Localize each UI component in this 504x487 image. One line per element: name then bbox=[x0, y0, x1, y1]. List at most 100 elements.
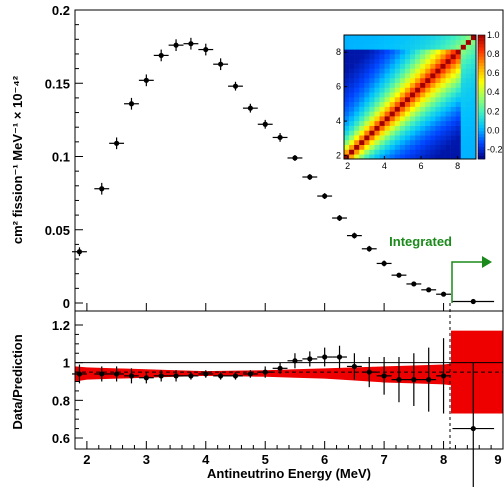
inset-cell bbox=[394, 35, 401, 41]
top-marker bbox=[99, 186, 105, 192]
inset-cell bbox=[369, 125, 375, 131]
inset-cell bbox=[369, 106, 375, 112]
ratio-marker bbox=[396, 377, 402, 383]
ratio-marker bbox=[277, 365, 283, 371]
inset-cell bbox=[349, 87, 355, 93]
inset-cell bbox=[470, 101, 477, 107]
inset-cell bbox=[445, 44, 451, 50]
colorbar-segment bbox=[478, 50, 485, 54]
inset-cell bbox=[359, 130, 365, 136]
inset-cell bbox=[349, 97, 355, 103]
inset-cell bbox=[394, 149, 401, 155]
inset-cell bbox=[369, 87, 375, 93]
inset-cell bbox=[349, 77, 355, 83]
inset-cell bbox=[415, 87, 421, 93]
inset-cell bbox=[389, 111, 396, 117]
inset-cell bbox=[420, 139, 426, 145]
inset-cell bbox=[394, 82, 401, 88]
inset-cell bbox=[425, 130, 431, 136]
inset-cell bbox=[420, 111, 426, 117]
inset-cell bbox=[384, 82, 390, 88]
inset-cell bbox=[460, 97, 467, 103]
inset-cell bbox=[435, 101, 441, 107]
inset-cell bbox=[445, 106, 451, 112]
inset-cell bbox=[384, 58, 390, 64]
top-marker bbox=[277, 134, 283, 141]
inset-cell bbox=[410, 35, 416, 41]
inset-cell bbox=[344, 149, 350, 155]
inset-cell bbox=[369, 144, 375, 150]
top-point bbox=[72, 247, 87, 257]
inset-cell bbox=[425, 139, 431, 145]
inset-cell bbox=[425, 82, 431, 88]
inset-cell bbox=[450, 149, 456, 155]
inset-cell bbox=[344, 130, 350, 136]
inset-cell bbox=[379, 97, 385, 103]
inset-cell bbox=[470, 73, 477, 79]
inset-cell bbox=[415, 111, 421, 117]
inset-cell bbox=[399, 73, 406, 79]
inset-cell bbox=[354, 116, 360, 122]
inset-heatmap-cells bbox=[344, 35, 477, 160]
inset-cell bbox=[379, 125, 385, 131]
inset-cell bbox=[349, 135, 355, 141]
inset-cell bbox=[344, 39, 350, 45]
inset-cell bbox=[354, 87, 360, 93]
inset-cell bbox=[425, 149, 431, 155]
ratio-point bbox=[198, 370, 214, 378]
inset-cell bbox=[450, 135, 456, 141]
inset-cell bbox=[455, 82, 462, 88]
ratio-point bbox=[242, 370, 258, 378]
inset-cell bbox=[410, 63, 416, 69]
inset-cell bbox=[410, 82, 416, 88]
inset-cell bbox=[389, 154, 396, 160]
inset-cell bbox=[445, 144, 451, 150]
bottom-y-tick-label: 1.2 bbox=[52, 318, 70, 333]
inset-cell bbox=[354, 130, 360, 136]
inset-cell bbox=[349, 58, 355, 64]
inset-cell bbox=[374, 49, 380, 55]
inset-cell bbox=[435, 139, 441, 145]
colorbar-segment bbox=[478, 121, 485, 126]
inset-cell bbox=[465, 116, 472, 122]
inset-cell bbox=[450, 101, 456, 107]
inset-cell bbox=[455, 101, 462, 107]
inset-cell bbox=[425, 125, 431, 131]
inset-cell bbox=[420, 101, 426, 107]
bottom-x-tick-label: 8 bbox=[440, 452, 447, 467]
inset-cell bbox=[384, 44, 390, 50]
inset-cell bbox=[379, 58, 385, 64]
inset-cell bbox=[440, 73, 446, 79]
inset-cell bbox=[420, 44, 426, 50]
inset-cell bbox=[349, 116, 355, 122]
inset-cell bbox=[460, 39, 467, 45]
inset-cell bbox=[399, 44, 406, 50]
inset-cell bbox=[430, 139, 436, 145]
inset-cell bbox=[404, 63, 411, 69]
inset-cell bbox=[410, 54, 416, 60]
inset-cell bbox=[374, 154, 380, 160]
inset-cell bbox=[420, 58, 426, 64]
colorbar-tick-label: 0.4 bbox=[487, 87, 500, 97]
inset-cell bbox=[440, 58, 446, 64]
inset-cell bbox=[359, 101, 365, 107]
colorbar-tick-label: 0.2 bbox=[487, 106, 500, 116]
inset-cell bbox=[445, 125, 451, 131]
inset-cell bbox=[465, 149, 472, 155]
inset-cell bbox=[420, 82, 426, 88]
inset-cell bbox=[420, 149, 426, 155]
integrated-annotation: Integrated bbox=[389, 234, 492, 303]
inset-cell bbox=[425, 116, 431, 122]
inset-cell bbox=[349, 44, 355, 50]
inset-cell bbox=[440, 87, 446, 93]
bottom-x-tick-label: 7 bbox=[380, 452, 387, 467]
inset-cell bbox=[430, 82, 436, 88]
inset-cell bbox=[359, 135, 365, 141]
inset-cell bbox=[455, 139, 462, 145]
inset-cell bbox=[394, 154, 401, 160]
inset-cell bbox=[384, 101, 390, 107]
ratio-point bbox=[421, 347, 437, 412]
inset-cell bbox=[450, 68, 456, 74]
inset-cell bbox=[374, 39, 380, 45]
inset-cell bbox=[369, 82, 375, 88]
